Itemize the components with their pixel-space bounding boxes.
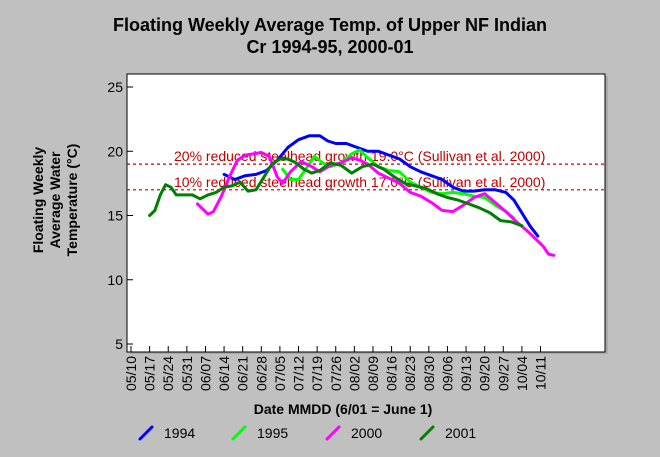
x-tick-label: 05/24 bbox=[160, 356, 176, 391]
y-tick-label: 20 bbox=[107, 143, 123, 159]
x-tick-label: 07/05 bbox=[272, 356, 288, 391]
x-tick-label: 06/14 bbox=[216, 356, 232, 391]
x-tick-label: 05/10 bbox=[123, 356, 139, 391]
y-tick-label: 5 bbox=[115, 336, 123, 352]
chart-title: Floating Weekly Average Temp. of Upper N… bbox=[0, 14, 660, 58]
x-tick-label: 06/21 bbox=[235, 356, 251, 391]
x-tick-label: 08/23 bbox=[402, 356, 418, 391]
y-axis-label-line-3: Temperature (°C) bbox=[64, 144, 80, 257]
x-tick-label: 09/06 bbox=[439, 356, 455, 391]
x-tick-label: 05/17 bbox=[142, 356, 158, 391]
legend-label-2001: 2001 bbox=[445, 425, 476, 441]
series-line-2001 bbox=[148, 157, 524, 228]
chart-title-line-1: Floating Weekly Average Temp. of Upper N… bbox=[112, 15, 548, 35]
chart-title-line-2: Cr 1994-95, 2000-01 bbox=[246, 37, 414, 57]
y-tick-label: 10 bbox=[107, 272, 123, 288]
x-tick-label: 06/28 bbox=[253, 356, 269, 391]
x-tick-label: 10/04 bbox=[514, 356, 530, 391]
legend-swatch-1994 bbox=[138, 425, 154, 441]
x-tick-label: 09/13 bbox=[458, 356, 474, 391]
legend: 1994 1995 2000 2001 bbox=[138, 425, 476, 441]
legend-label-2000: 2000 bbox=[351, 425, 382, 441]
x-axis: 05/10 05/17 05/24 05/31 06/07 06/14 06/21 06/28… bbox=[123, 346, 549, 391]
legend-swatch-2001 bbox=[419, 425, 435, 441]
x-tick-label: 10/11 bbox=[533, 356, 549, 390]
x-axis-label: Date MMDD (6/01 = June 1) bbox=[254, 401, 433, 417]
y-tick-label: 25 bbox=[107, 79, 123, 95]
plot-area bbox=[126, 73, 606, 353]
legend-swatch-1995 bbox=[231, 425, 247, 441]
x-tick-label: 08/30 bbox=[421, 356, 437, 391]
series-group bbox=[148, 134, 556, 257]
y-axis: 5 10 15 20 25 bbox=[107, 79, 133, 352]
y-axis-label-line-2: Average Water bbox=[47, 151, 63, 249]
reference-line-label: 20% reduced steelhead growth 19.0°C (Sul… bbox=[174, 148, 545, 164]
legend-label-1995: 1995 bbox=[257, 425, 288, 441]
x-tick-label: 05/31 bbox=[179, 356, 195, 391]
x-tick-label: 07/19 bbox=[309, 356, 325, 391]
legend-label-1994: 1994 bbox=[164, 425, 195, 441]
x-tick-label: 07/12 bbox=[291, 356, 307, 391]
x-tick-label: 08/02 bbox=[346, 356, 362, 391]
x-tick-label: 06/07 bbox=[197, 356, 213, 391]
x-tick-label: 08/16 bbox=[384, 356, 400, 391]
x-tick-label: 08/09 bbox=[365, 356, 381, 391]
y-tick-label: 15 bbox=[107, 208, 123, 224]
x-tick-label: 09/27 bbox=[495, 356, 511, 391]
x-tick-label: 09/20 bbox=[477, 356, 493, 391]
legend-swatch-2000 bbox=[325, 425, 341, 441]
x-tick-label: 07/26 bbox=[328, 356, 344, 391]
y-axis-label-line-1: Floating Weekly bbox=[30, 147, 46, 254]
series-line-2000 bbox=[196, 151, 556, 257]
